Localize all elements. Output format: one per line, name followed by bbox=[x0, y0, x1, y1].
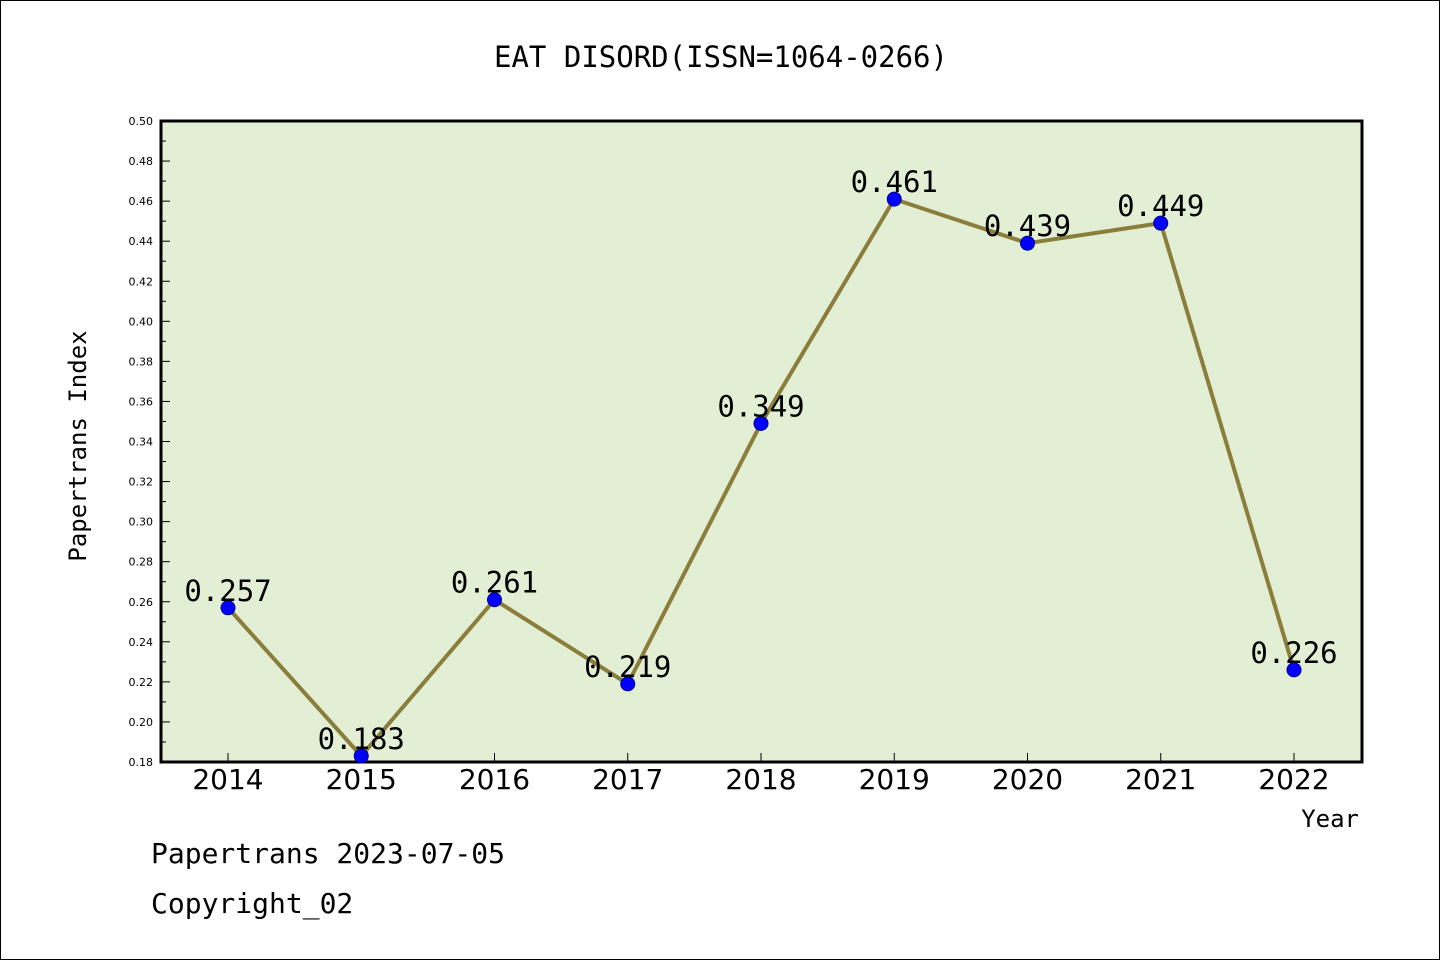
y-tick-label: 0.44 bbox=[129, 235, 154, 248]
y-tick-label: 0.22 bbox=[129, 676, 154, 689]
y-axis-label: Papertrans Index bbox=[64, 330, 92, 561]
data-label: 0.461 bbox=[851, 165, 938, 199]
chart-title: EAT DISORD(ISSN=1064-0266) bbox=[494, 40, 948, 74]
data-point bbox=[1020, 235, 1035, 251]
data-label: 0.226 bbox=[1250, 636, 1337, 670]
x-tick-label: 2014 bbox=[192, 763, 263, 796]
data-label: 0.219 bbox=[584, 650, 671, 684]
x-axis-label: Year bbox=[1301, 805, 1359, 833]
x-tick-label: 2020 bbox=[992, 763, 1063, 796]
data-point bbox=[1286, 662, 1302, 678]
y-tick-label: 0.24 bbox=[129, 636, 154, 649]
y-tick-label: 0.40 bbox=[129, 315, 154, 328]
x-tick-label: 2017 bbox=[592, 763, 663, 796]
data-label: 0.449 bbox=[1117, 189, 1204, 223]
data-label: 0.349 bbox=[717, 389, 804, 423]
y-axis: 0.18 0.20 0.22 0.24 0.26 0.28 0.30 0.32 0.34 0.36… bbox=[129, 115, 170, 769]
x-tick-label: 2019 bbox=[859, 763, 930, 796]
x-tick-label: 2015 bbox=[326, 763, 397, 796]
footer-copyright-text: Copyright_02 bbox=[151, 887, 354, 920]
x-tick-label: 2016 bbox=[459, 763, 530, 796]
y-tick-label: 0.46 bbox=[129, 195, 154, 208]
x-tick-label: 2018 bbox=[725, 763, 796, 796]
data-point bbox=[1153, 215, 1169, 231]
data-point bbox=[220, 600, 236, 616]
data-label: 0.183 bbox=[318, 722, 405, 756]
data-point bbox=[620, 676, 636, 692]
footer-date-text: Papertrans 2023-07-05 bbox=[151, 837, 506, 870]
data-point bbox=[487, 592, 502, 608]
y-tick-label: 0.20 bbox=[129, 716, 154, 729]
y-tick-label: 0.18 bbox=[129, 756, 154, 769]
data-point bbox=[353, 748, 369, 764]
data-point bbox=[886, 191, 902, 207]
y-tick-label: 0.34 bbox=[129, 436, 154, 449]
y-tick-label: 0.28 bbox=[129, 556, 154, 569]
y-tick-label: 0.50 bbox=[129, 115, 154, 128]
y-tick-label: 0.32 bbox=[129, 476, 154, 489]
y-tick-label: 0.30 bbox=[129, 516, 154, 529]
x-tick-label: 2022 bbox=[1258, 763, 1329, 796]
data-point bbox=[753, 415, 769, 431]
x-tick-label: 2021 bbox=[1125, 763, 1196, 796]
data-label: 0.257 bbox=[184, 574, 271, 608]
y-tick-label: 0.48 bbox=[129, 155, 154, 168]
series-papertrans-index: 0.257 0.183 0.261 0.219 0.349 0.461 0.439 0.449… bbox=[184, 165, 1338, 764]
y-tick-label: 0.42 bbox=[129, 275, 154, 288]
y-tick-label: 0.36 bbox=[129, 395, 154, 408]
data-label: 0.261 bbox=[451, 566, 538, 600]
x-axis: 2014 2015 2016 2017 2018 2019 2020 2021 2022 bbox=[192, 753, 1330, 796]
data-label: 0.439 bbox=[984, 209, 1071, 243]
y-tick-label: 0.38 bbox=[129, 355, 154, 368]
y-tick-label: 0.26 bbox=[129, 596, 154, 609]
